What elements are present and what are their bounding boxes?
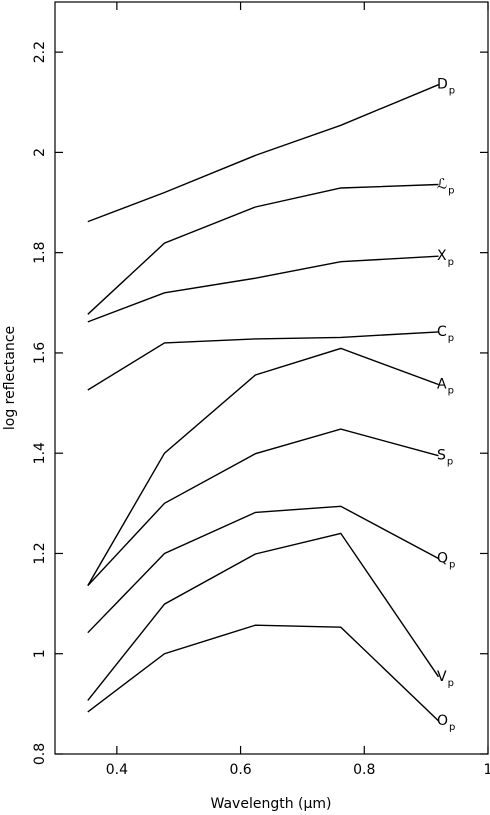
series-line	[87, 505, 439, 634]
y-tick-label: 1.4	[32, 442, 48, 464]
y-tick-label: 2.2	[32, 41, 48, 63]
series-line	[87, 331, 439, 391]
series-label: Qp	[437, 550, 455, 570]
x-axis-label: Wavelength (μm)	[211, 796, 332, 812]
series-label: Xp	[437, 248, 454, 268]
x-tick-label: 1	[484, 762, 490, 778]
series-line	[87, 183, 439, 315]
y-tick-label: 0.8	[32, 743, 48, 765]
series-line	[87, 532, 440, 701]
series-line	[87, 84, 439, 223]
series-label: Vp	[437, 669, 454, 689]
series-line	[87, 428, 439, 587]
x-tick-label: 0.4	[106, 762, 128, 778]
y-tick-label: 1.2	[32, 542, 48, 564]
series-line	[87, 255, 439, 323]
x-axis-ticks: 0.4 0.6 0.8 1	[106, 2, 490, 778]
series-lines	[87, 84, 440, 722]
y-tick-label: 1.6	[32, 342, 48, 364]
series-line	[87, 624, 439, 722]
x-tick-label: 0.6	[229, 762, 251, 778]
series-label: Ap	[437, 377, 454, 397]
y-tick-label: 1.8	[32, 242, 48, 264]
series-line	[87, 347, 439, 586]
series-labels: Dp ℒp Xp Cp Ap Sp Qp Vp Op	[437, 77, 455, 733]
x-tick-label: 0.8	[353, 762, 375, 778]
y-tick-label: 2	[32, 148, 48, 157]
plot-frame	[54, 1, 489, 755]
series-label: Dp	[437, 77, 455, 97]
series-label: Cp	[437, 324, 454, 344]
y-axis-ticks: 0.8 1 1.2 1.4 1.6 1.8 2 2.2	[32, 41, 488, 765]
series-label: ℒp	[437, 176, 454, 196]
y-axis-label: log reflectance	[2, 326, 18, 430]
series-label: Op	[437, 713, 455, 733]
y-tick-label: 1	[32, 649, 48, 658]
series-label: Sp	[437, 448, 453, 468]
